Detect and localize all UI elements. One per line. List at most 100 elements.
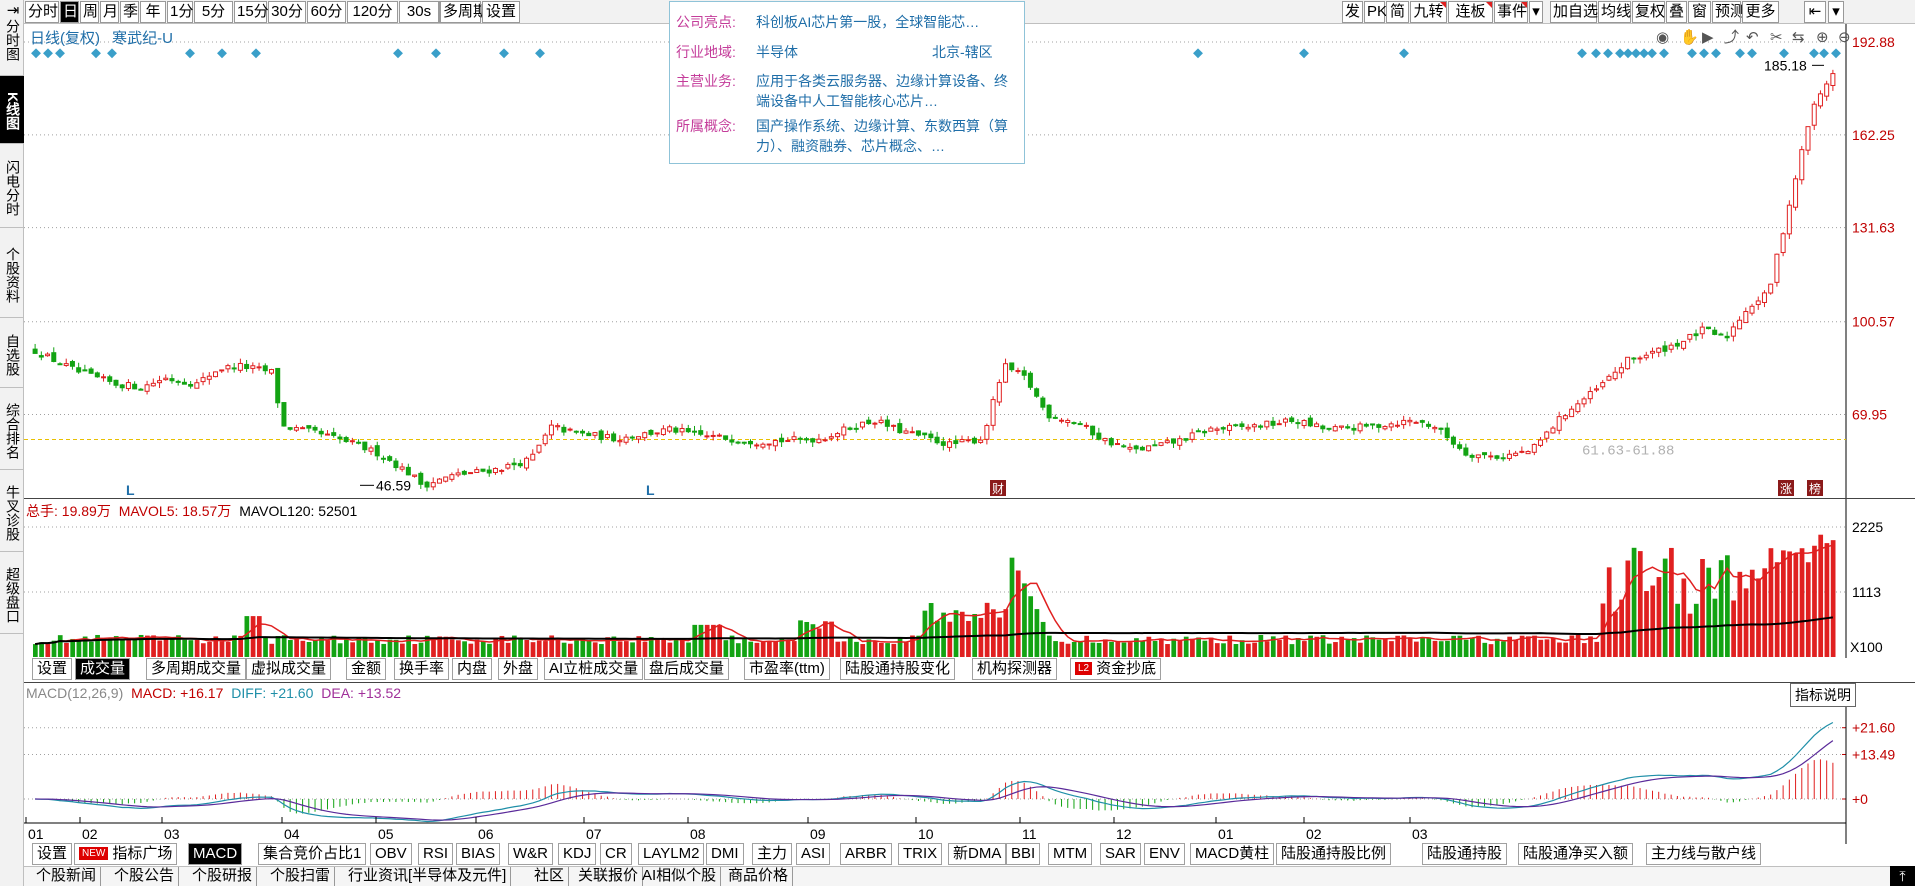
candle-body[interactable] xyxy=(331,432,337,436)
candle-body[interactable] xyxy=(611,433,617,442)
candle-body[interactable] xyxy=(368,447,374,452)
toolbar-right-btn-2[interactable]: 简 xyxy=(1386,1,1409,23)
event-marker-icon[interactable] xyxy=(55,48,65,59)
period-btn-3[interactable]: 月 xyxy=(100,1,119,23)
candle-body[interactable] xyxy=(1594,388,1600,391)
candle-body[interactable] xyxy=(1488,455,1494,458)
candle-body[interactable] xyxy=(1718,333,1724,336)
candle-body[interactable] xyxy=(163,377,169,381)
candle-body[interactable] xyxy=(629,436,635,439)
volume-tab-2[interactable]: 多周期成交量 xyxy=(146,658,247,680)
candle-body[interactable] xyxy=(729,439,735,443)
candle-body[interactable] xyxy=(455,472,461,476)
candle-body[interactable] xyxy=(387,456,393,461)
candle-body[interactable] xyxy=(928,433,934,439)
news-tab-8[interactable]: 商品价格 xyxy=(724,867,794,886)
candle-body[interactable] xyxy=(741,441,747,444)
candle-body[interactable] xyxy=(1090,425,1096,436)
candle-body[interactable] xyxy=(1687,333,1693,340)
candle-body[interactable] xyxy=(356,441,362,444)
candle-body[interactable] xyxy=(1544,431,1550,439)
event-marker-icon[interactable] xyxy=(43,48,53,59)
candle-body[interactable] xyxy=(1712,329,1718,335)
volume-tab-1[interactable]: 成交量 xyxy=(75,658,131,680)
candle-body[interactable] xyxy=(878,419,884,424)
candle-body[interactable] xyxy=(443,476,449,482)
candle-body[interactable] xyxy=(1003,363,1009,383)
leftnav-item-2[interactable]: 闪电分时 xyxy=(0,144,24,228)
undo-icon[interactable]: ↶ xyxy=(1746,28,1759,46)
candle-body[interactable] xyxy=(486,469,492,474)
candle-body[interactable] xyxy=(517,463,523,467)
candle-body[interactable] xyxy=(1301,420,1307,427)
candle-body[interactable] xyxy=(1326,427,1332,430)
candle-body[interactable] xyxy=(1438,427,1444,430)
indicator-tab-6[interactable]: BIAS xyxy=(456,843,501,865)
indicator-tab-19[interactable]: SAR xyxy=(1100,843,1141,865)
candle-body[interactable] xyxy=(1077,423,1083,426)
candle-body[interactable] xyxy=(1643,354,1649,359)
candle-body[interactable] xyxy=(561,426,567,433)
candle-body[interactable] xyxy=(1152,444,1158,447)
candle-body[interactable] xyxy=(1606,375,1612,381)
event-marker-icon[interactable] xyxy=(1577,48,1587,59)
kline-pane[interactable]: 192.88 162.25 131.63 100.57 69.95 L L 财 涨 榜 185.18… xyxy=(24,24,1915,498)
candle-body[interactable] xyxy=(1401,419,1407,426)
candle-body[interactable] xyxy=(1407,419,1413,423)
candle-body[interactable] xyxy=(200,377,206,383)
candle-body[interactable] xyxy=(45,353,51,357)
indicator-tab-0[interactable]: 设置 xyxy=(32,843,73,865)
candle-body[interactable] xyxy=(449,474,455,480)
candle-body[interactable] xyxy=(237,362,243,371)
candle-body[interactable] xyxy=(1295,422,1301,425)
candle-body[interactable] xyxy=(324,433,330,436)
candle-body[interactable] xyxy=(1351,427,1357,431)
back-icon[interactable]: ⇤ xyxy=(1804,1,1826,23)
candle-body[interactable] xyxy=(213,371,219,378)
leftnav-item-4[interactable]: 自选股 xyxy=(0,318,24,388)
candle-body[interactable] xyxy=(586,432,592,437)
candle-body[interactable] xyxy=(1463,447,1469,456)
event-marker-icon[interactable] xyxy=(185,48,195,59)
candle-body[interactable] xyxy=(1774,253,1780,283)
zoom-out-icon[interactable]: ⊖ xyxy=(1838,28,1851,46)
candle-body[interactable] xyxy=(766,443,772,446)
news-tab-7[interactable]: AI相似个股 xyxy=(638,867,722,886)
event-marker-icon[interactable] xyxy=(1687,48,1697,59)
candle-body[interactable] xyxy=(1525,451,1531,455)
event-marker-icon[interactable] xyxy=(1623,48,1633,59)
low-marker[interactable]: L xyxy=(646,482,655,498)
candle-body[interactable] xyxy=(38,355,44,358)
candle-body[interactable] xyxy=(474,469,480,474)
period-btn-1[interactable]: 日 xyxy=(60,1,79,23)
period-btn-2[interactable]: 周 xyxy=(80,1,99,23)
collapse-arrow-icon[interactable]: ⇥ xyxy=(6,2,20,19)
toolbar-right-btn-6[interactable]: 加自选 xyxy=(1550,1,1598,23)
candle-body[interactable] xyxy=(349,440,355,443)
candle-body[interactable] xyxy=(810,438,816,443)
candle-body[interactable] xyxy=(1419,420,1425,423)
event-marker-icon[interactable] xyxy=(1603,48,1613,59)
candle-body[interactable] xyxy=(300,427,306,430)
volume-tab-3[interactable]: 虚拟成交量 xyxy=(246,658,332,680)
volume-tab-11[interactable]: 陆股通持股变化 xyxy=(840,658,956,680)
event-marker-icon[interactable] xyxy=(1819,48,1829,59)
candle-body[interactable] xyxy=(250,365,256,369)
candle-body[interactable] xyxy=(430,482,436,488)
candle-body[interactable] xyxy=(1761,292,1767,303)
event-marker-icon[interactable] xyxy=(251,48,261,59)
event-badge[interactable]: 榜 xyxy=(1809,481,1821,496)
candle-body[interactable] xyxy=(424,481,430,488)
event-marker-icon[interactable] xyxy=(1299,48,1309,59)
candle-body[interactable] xyxy=(101,376,107,379)
candle-body[interactable] xyxy=(866,419,872,425)
candle-body[interactable] xyxy=(841,426,847,436)
candle-body[interactable] xyxy=(791,436,797,440)
candle-body[interactable] xyxy=(1817,93,1823,107)
candle-body[interactable] xyxy=(685,428,691,433)
candle-body[interactable] xyxy=(1083,424,1089,427)
volume-tab-5[interactable]: 换手率 xyxy=(394,658,450,680)
candle-body[interactable] xyxy=(1158,442,1164,446)
candle-body[interactable] xyxy=(1737,319,1743,330)
low-marker[interactable]: L xyxy=(126,482,135,498)
